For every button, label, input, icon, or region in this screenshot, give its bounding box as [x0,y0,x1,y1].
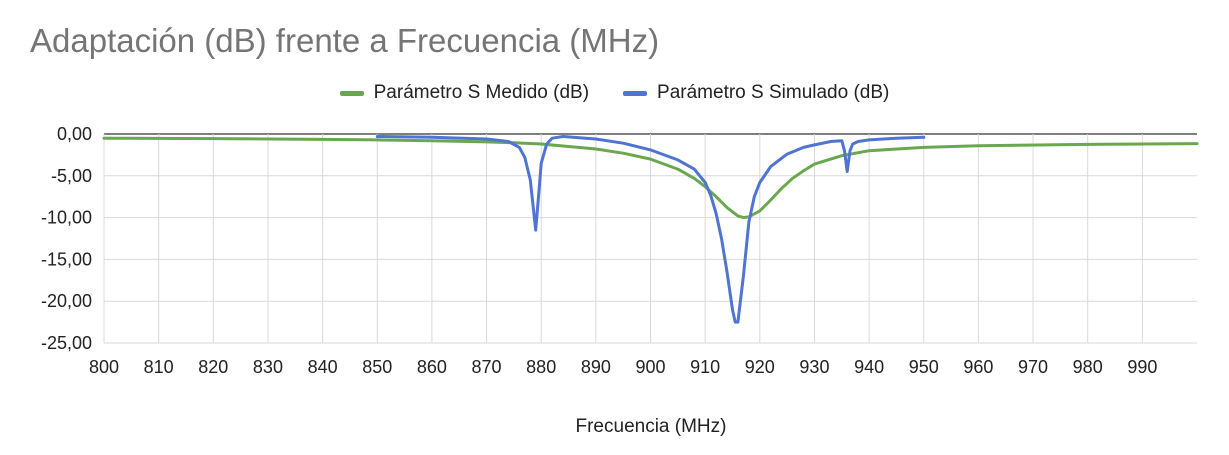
x-tick-label: 860 [417,357,447,377]
y-tick-label: -10,00 [41,208,92,228]
x-tick-label: 920 [745,357,775,377]
legend-swatch-measured [339,90,364,96]
x-tick-label: 900 [635,357,665,377]
x-tick-label: 970 [1018,357,1048,377]
legend-item-simulated[interactable]: Parámetro S Simulado (dB) [623,82,889,104]
legend-item-measured[interactable]: Parámetro S Medido (dB) [339,82,590,104]
x-tick-label: 930 [799,357,829,377]
x-tick-label: 980 [1073,357,1103,377]
y-axis-ticks: 0,00 -5,00 -10,00 -15,00 -20,00 -25,00 [41,124,92,353]
legend-label-measured: Parámetro S Medido (dB) [373,82,590,103]
legend-label-simulated: Parámetro S Simulado (dB) [657,82,890,103]
x-tick-label: 880 [526,357,556,377]
y-tick-label: 0,00 [57,124,92,144]
y-tick-label: -20,00 [41,291,92,311]
legend-swatch-simulated [623,90,648,96]
x-tick-label: 820 [198,357,228,377]
x-tick-label: 990 [1127,357,1157,377]
x-tick-label: 960 [963,357,993,377]
x-tick-label: 910 [690,357,720,377]
x-tick-label: 830 [253,357,283,377]
x-axis-title: Frecuencia (MHz) [576,416,727,437]
x-tick-label: 800 [89,357,119,377]
chart-title: Adaptación (dB) frente a Frecuencia (MHz… [30,22,660,59]
x-tick-label: 870 [472,357,502,377]
x-tick-label: 810 [144,357,174,377]
series-line-measured [102,136,1199,220]
series-line-simulated [375,135,926,324]
x-tick-label: 890 [581,357,611,377]
y-tick-label: -15,00 [41,249,92,269]
y-tick-label: -5,00 [51,166,92,186]
x-axis-ticks: 800 810 820 830 840 850 860 870 880 890 900 910 920 9… [89,357,1157,377]
y-tick-label: -25,00 [41,333,92,353]
x-tick-label: 850 [362,357,392,377]
x-tick-label: 950 [909,357,939,377]
x-tick-label: 840 [308,357,338,377]
gridlines [103,133,1197,344]
x-tick-label: 940 [854,357,884,377]
legend: Parámetro S Medido (dB) Parámetro S Simu… [0,80,1229,106]
series-lines [102,135,1199,324]
